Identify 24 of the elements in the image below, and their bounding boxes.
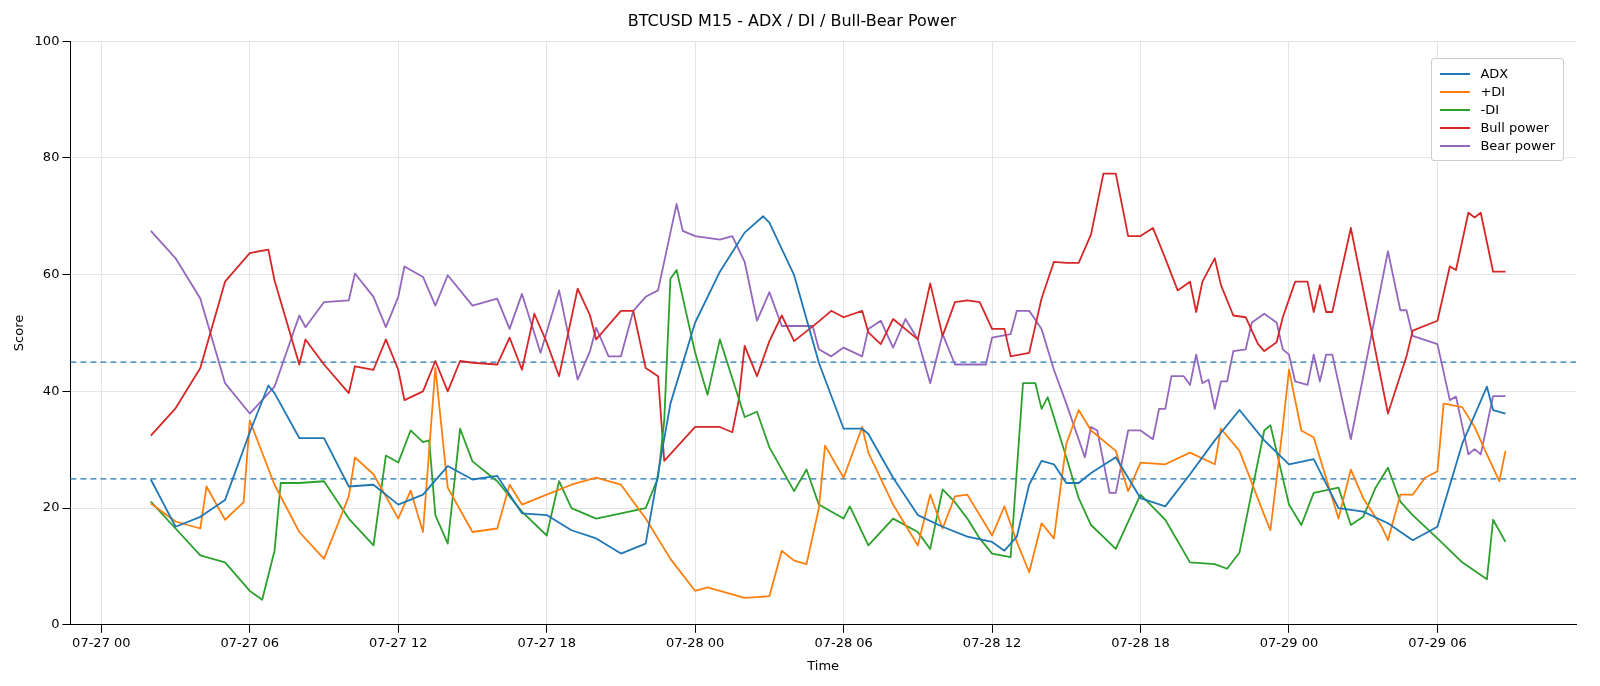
y-tick-label: 100 <box>34 32 60 48</box>
x-tick-label: 07-27 00 <box>72 634 131 650</box>
y-tick-label: 40 <box>42 382 60 398</box>
y-tick-label: 0 <box>51 616 60 632</box>
y-tick-label: 60 <box>42 266 60 282</box>
legend-label: Bull power <box>1480 120 1550 135</box>
legend-label: ADX <box>1480 66 1509 81</box>
x-tick-label: 07-28 06 <box>814 634 873 650</box>
x-tick-label: 07-27 18 <box>517 634 576 650</box>
legend-label: +DI <box>1480 84 1506 99</box>
x-tick-label: 07-28 00 <box>665 634 725 650</box>
x-tick-label: 07-29 00 <box>1259 634 1319 650</box>
x-tick-label: 07-28 18 <box>1111 634 1170 650</box>
chart-title: BTCUSD M15 - ADX / DI / Bull-Bear Power <box>627 10 957 30</box>
y-axis-title: Score <box>11 314 27 352</box>
legend-label: -DI <box>1480 102 1499 117</box>
x-tick-label: 07-27 12 <box>369 634 428 650</box>
x-tick-label: 07-27 06 <box>220 634 280 650</box>
x-tick-label: 07-28 12 <box>962 634 1022 650</box>
y-tick-label: 20 <box>42 499 60 515</box>
x-tick-label: 07-29 06 <box>1408 634 1467 650</box>
y-tick-label: 80 <box>42 149 60 165</box>
x-axis-title: Time <box>806 657 840 673</box>
legend-label: Bear power <box>1480 138 1555 153</box>
